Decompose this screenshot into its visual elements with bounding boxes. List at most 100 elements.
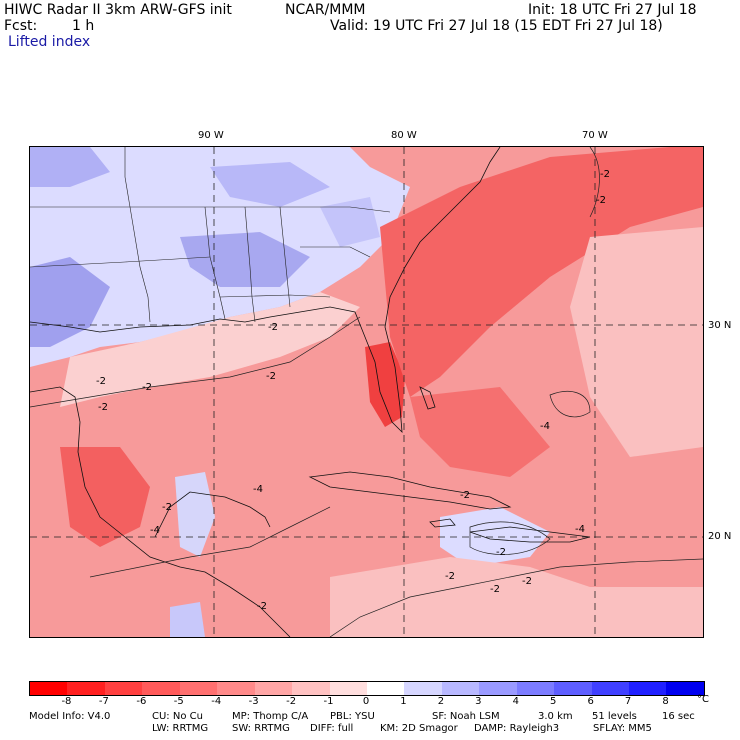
colorbar-swatch	[254, 682, 293, 695]
colorbar-swatch	[404, 682, 442, 695]
colorbar-swatch	[329, 682, 367, 695]
contour-label: -4	[575, 524, 585, 535]
footer-longwave: LW: RRTMG	[152, 723, 209, 734]
colorbar-swatch	[67, 682, 105, 695]
footer-resolution: 3.0 km	[538, 711, 573, 722]
lon-label-70w: 70 W	[582, 130, 608, 141]
footer-timestep: 16 sec	[662, 711, 695, 722]
stable-region-core-5	[320, 197, 380, 247]
colorbar-unit: °C	[697, 694, 709, 705]
valid-time: Valid: 19 UTC Fri 27 Jul 18 (15 EDT Fri …	[330, 18, 663, 34]
pale-zone-east	[570, 227, 703, 457]
footer-shortwave: SW: RRTMG	[232, 723, 290, 734]
colorbar-tick-label: -3	[248, 696, 259, 707]
colorbar-tick-label: -1	[323, 696, 334, 707]
colorbar-tick-label: -5	[173, 696, 184, 707]
map-canvas: -2 -2 -2 -2 -2 -2 -2 -2 -4 -4 -2 -4 -2 -…	[30, 147, 703, 637]
forecast-label: Fcst:	[4, 18, 38, 34]
footer-cumulus: CU: No Cu	[152, 711, 203, 722]
contour-label: -4	[540, 421, 550, 432]
footer-surface-layer: SFLAY: MM5	[593, 723, 652, 734]
colorbar-swatch	[554, 682, 592, 695]
stable-region-core-1	[30, 147, 110, 187]
colorbar-tick-label: 4	[512, 696, 519, 707]
colorbar-swatch	[30, 682, 68, 695]
contour-label: -4	[253, 484, 263, 495]
contour-label: -4	[150, 525, 160, 536]
contour-label: -2	[522, 576, 532, 587]
stable-region-core-3	[180, 232, 310, 287]
colorbar-swatch	[179, 682, 218, 695]
lat-label-20n: 20 N	[708, 531, 732, 542]
field-name: Lifted index	[8, 34, 91, 50]
unstable-core-atlantic	[380, 147, 703, 397]
lat-label-30n: 30 N	[708, 320, 732, 331]
colorbar-tick-label: -4	[211, 696, 222, 707]
colorbar-tick-label: 8	[662, 696, 669, 707]
contour-label: -2	[460, 490, 470, 501]
product-title: HIWC Radar II 3km ARW-GFS init	[4, 2, 232, 18]
contour-label: -2	[496, 547, 506, 558]
colorbar-swatch	[591, 682, 629, 695]
contour-label: -2	[445, 571, 455, 582]
lifted-index-map: -2 -2 -2 -2 -2 -2 -2 -2 -4 -4 -2 -4 -2 -…	[29, 146, 704, 638]
unstable-core-gulf-west	[60, 447, 150, 547]
stable-region-south	[170, 602, 205, 637]
state-borders	[30, 147, 391, 323]
colorbar-swatch	[366, 682, 405, 695]
footer-surface: SF: Noah LSM	[432, 711, 500, 722]
footer-model-info: Model Info: V4.0	[29, 711, 111, 722]
contour-label: -2	[266, 371, 276, 382]
footer-pbl: PBL: YSU	[330, 711, 375, 722]
contours	[30, 147, 703, 637]
stable-region-caribbean	[440, 507, 550, 567]
colorbar-tick-label: -6	[136, 696, 147, 707]
colorbar-swatch	[142, 682, 180, 695]
colorbar-swatch	[104, 682, 143, 695]
contour-label: -2	[98, 402, 108, 413]
colorbar-tick-label: 1	[400, 696, 407, 707]
footer-km: KM: 2D Smagor	[380, 723, 458, 734]
contour-label: -2	[162, 502, 172, 513]
colorbar-swatch	[666, 682, 704, 695]
contour-label: -2	[142, 382, 152, 393]
colorbar-tick-label: -8	[61, 696, 72, 707]
colorbar-tick-label: -7	[98, 696, 109, 707]
colorbar-tick-label: 6	[587, 696, 594, 707]
colorbar-tick-label: 5	[550, 696, 557, 707]
contour-label: -2	[596, 195, 606, 206]
contour-label: -2	[600, 169, 610, 180]
lon-label-90w: 90 W	[198, 130, 224, 141]
organization-label: NCAR/MMM	[285, 2, 366, 18]
stable-region-yucatan	[175, 472, 215, 557]
colorbar-tick-label: 3	[475, 696, 482, 707]
contour-label: -2	[96, 376, 106, 387]
colorbar-swatch	[629, 682, 667, 695]
colorbar-tick-label: 7	[624, 696, 632, 707]
colorbar-swatch	[516, 682, 555, 695]
colorbar-swatch	[441, 682, 480, 695]
unstable-core-bahamas	[410, 387, 550, 477]
lon-label-80w: 80 W	[391, 130, 417, 141]
init-time: Init: 18 UTC Fri 27 Jul 18	[528, 2, 697, 18]
colorbar-swatch	[479, 682, 517, 695]
footer-microphysics: MP: Thomp C/A	[232, 711, 309, 722]
footer-levels: 51 levels	[592, 711, 637, 722]
colorbar-tick-label: -2	[286, 696, 297, 707]
contour-label: -2	[257, 601, 267, 612]
coastlines	[30, 147, 591, 637]
contour-label-group: -2 -2 -2 -2 -2 -2 -2 -2 -4 -4 -2 -4 -2 -…	[96, 169, 610, 612]
pale-zone-south	[330, 557, 703, 637]
colorbar-tick-label: 0	[362, 696, 370, 707]
forecast-hour: 1 h	[72, 18, 95, 34]
colorbar	[29, 681, 705, 696]
graticule	[30, 147, 703, 637]
contour-label: -2	[490, 584, 500, 595]
footer-diffusion: DIFF: full	[310, 723, 354, 734]
pale-zone-gulf-coast	[60, 292, 360, 407]
colorbar-tick-label: 2	[437, 696, 445, 707]
contour-label: -2	[268, 322, 278, 333]
stable-region-core-2	[210, 162, 330, 207]
footer-damping: DAMP: Rayleigh3	[474, 723, 560, 734]
colorbar-swatch	[292, 682, 330, 695]
